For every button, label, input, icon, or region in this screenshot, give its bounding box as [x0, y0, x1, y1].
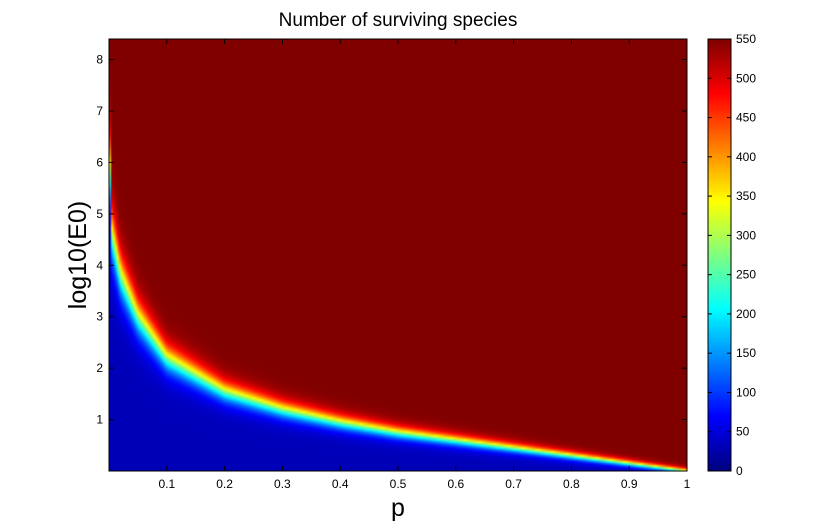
y-tick-label: 3 — [96, 310, 103, 324]
y-tick-label: 8 — [96, 53, 103, 67]
colorbar-tick-label: 300 — [736, 228, 756, 242]
x-tick-label: 0.6 — [447, 477, 464, 491]
colorbar-tick-label: 500 — [736, 71, 756, 85]
y-axis-label: log10(E0) — [64, 201, 92, 309]
x-tick-label: 0.4 — [332, 477, 349, 491]
colorbar-tick-label: 400 — [736, 150, 756, 164]
y-tick-label: 1 — [96, 413, 103, 427]
y-tick-label: 2 — [96, 361, 103, 375]
x-tick-label: 0.7 — [505, 477, 522, 491]
x-tick-label: 0.2 — [216, 477, 233, 491]
colorbar-tick-label: 550 — [736, 32, 756, 46]
colorbar-tick-label: 350 — [736, 189, 756, 203]
x-tick-label: 0.8 — [563, 477, 580, 491]
x-tick-label: 0.3 — [274, 477, 291, 491]
colorbar-ticks: 0 50 100 150 200 250 300 350 400 450 500 550 — [708, 32, 756, 478]
colorbar-tick-label: 50 — [736, 425, 750, 439]
y-tick-label: 5 — [96, 207, 103, 221]
colorbar-tick-label: 0 — [736, 464, 743, 478]
colorbar-tick-label: 200 — [736, 307, 756, 321]
x-axis-ticks: 0.1 0.2 0.3 0.4 0.5 0.6 0.7 0.8 0.9 1 — [158, 39, 691, 491]
colorbar-tick-label: 100 — [736, 385, 756, 399]
colorbar-gradient — [708, 39, 731, 471]
colorbar: 0 50 100 150 200 250 300 350 400 450 500 550 — [707, 32, 756, 478]
colorbar-tick-label: 450 — [736, 111, 756, 125]
colorbar-frame — [707, 38, 732, 472]
colorbar-tick-label: 250 — [736, 268, 756, 282]
colorbar-tick-label: 150 — [736, 346, 756, 360]
y-tick-label: 7 — [96, 104, 103, 118]
x-tick-label: 0.9 — [621, 477, 638, 491]
x-tick-label: 0.1 — [158, 477, 175, 491]
y-axis-ticks: 1 2 3 4 5 6 7 8 — [96, 53, 687, 427]
x-axis-label: p — [391, 494, 405, 522]
x-tick-label: 0.5 — [390, 477, 407, 491]
plot-area — [108, 38, 688, 472]
x-tick-label: 1 — [684, 477, 691, 491]
y-tick-label: 4 — [96, 258, 103, 272]
chart-title: Number of surviving species — [279, 10, 518, 31]
heatmap — [109, 39, 687, 471]
y-tick-label: 6 — [96, 155, 103, 169]
